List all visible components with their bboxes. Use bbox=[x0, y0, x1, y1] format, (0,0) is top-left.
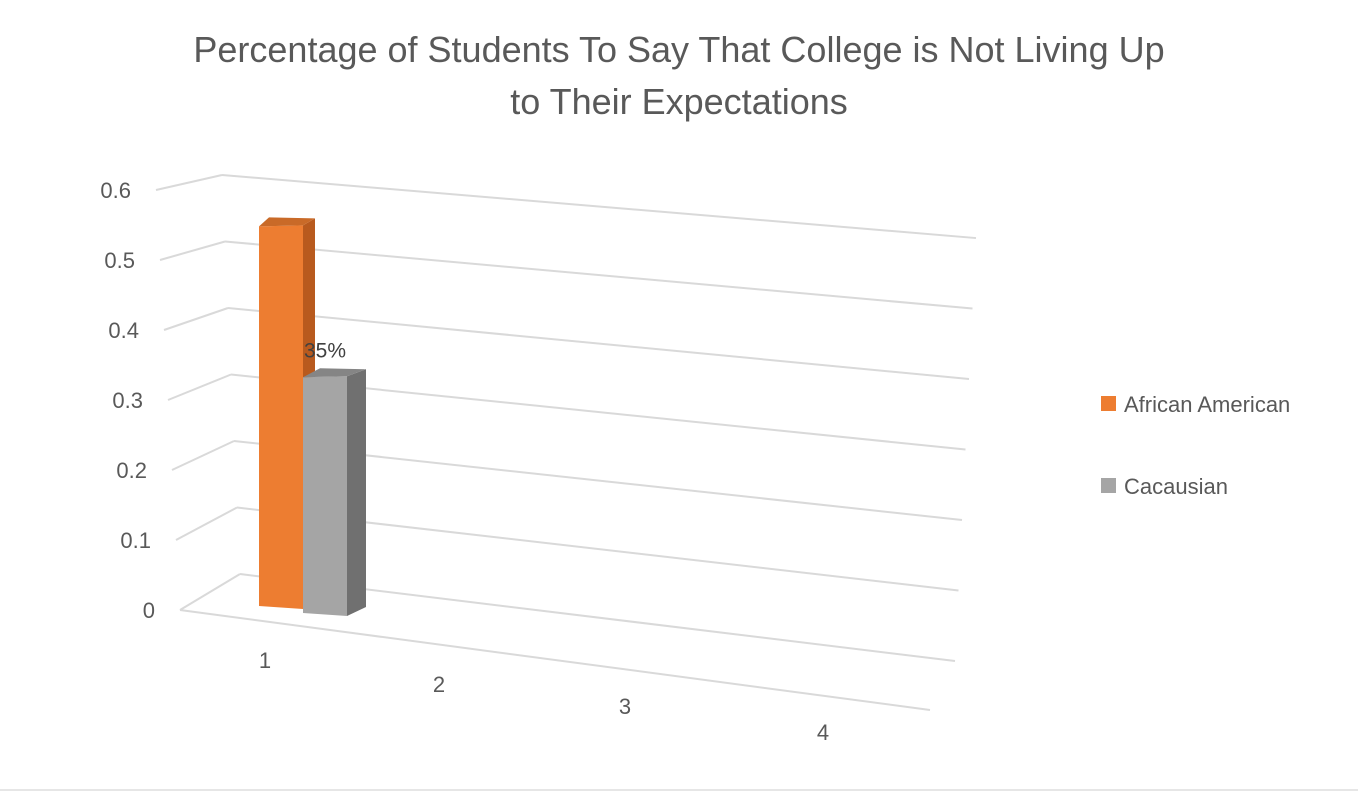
x-tick-label: 3 bbox=[619, 694, 631, 719]
y-tick-label: 0.2 bbox=[116, 458, 147, 483]
gridline bbox=[227, 307, 970, 381]
floor-front-edge bbox=[179, 609, 931, 711]
gridline bbox=[224, 240, 973, 310]
gridline bbox=[221, 174, 977, 240]
y-tick-label: 0 bbox=[143, 598, 155, 623]
x-tick-label: 4 bbox=[817, 720, 829, 745]
y-tick-label: 0.1 bbox=[120, 528, 151, 553]
bar bbox=[259, 225, 303, 610]
y-tick-label: 0.6 bbox=[100, 178, 131, 203]
chart-title-line-2: to Their Expectations bbox=[510, 81, 848, 122]
chart-title-line-1: Percentage of Students To Say That Colle… bbox=[193, 29, 1164, 70]
data-labels: 35% bbox=[304, 339, 346, 362]
bottom-rule bbox=[0, 789, 1358, 791]
side-gridline bbox=[179, 573, 241, 611]
bar bbox=[303, 376, 347, 616]
data-label: 35% bbox=[304, 339, 346, 362]
side-gridline bbox=[175, 506, 238, 541]
x-tick-label: 1 bbox=[259, 648, 271, 673]
side-gridline bbox=[155, 174, 223, 191]
y-tick-label: 0.4 bbox=[108, 318, 139, 343]
bar-top bbox=[303, 368, 366, 378]
y-tick-label: 0.5 bbox=[104, 248, 135, 273]
y-axis-ticks: 0 0.1 0.2 0.3 0.4 0.5 0.6 bbox=[100, 178, 155, 623]
x-tick-label: 2 bbox=[433, 672, 445, 697]
side-gridline bbox=[171, 440, 235, 471]
bar-side bbox=[347, 369, 366, 616]
bar-top bbox=[259, 217, 315, 227]
x-axis-categories: 1 2 3 4 bbox=[259, 648, 829, 745]
side-gridline bbox=[163, 307, 229, 331]
legend-label-cacausian: Cacausian bbox=[1124, 474, 1228, 499]
side-gridline bbox=[167, 373, 232, 401]
legend: African American Cacausian bbox=[1101, 392, 1290, 499]
legend-label-african-american: African American bbox=[1124, 392, 1290, 417]
legend-swatch-african-american bbox=[1101, 396, 1116, 411]
y-tick-label: 0.3 bbox=[112, 388, 143, 413]
legend-swatch-cacausian bbox=[1101, 478, 1116, 493]
bars bbox=[259, 217, 366, 616]
side-gridline bbox=[159, 240, 226, 261]
